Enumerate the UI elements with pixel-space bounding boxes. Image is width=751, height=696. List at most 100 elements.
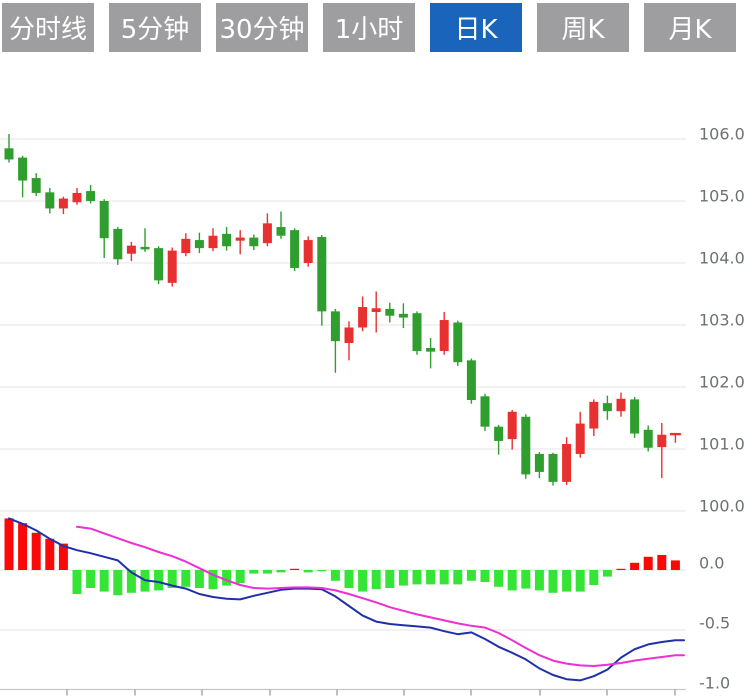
macd-histogram-bar	[330, 570, 340, 581]
candle-body	[521, 416, 531, 475]
macd-histogram-bar	[371, 570, 381, 590]
candle-body	[398, 313, 408, 318]
macd-histogram-bar	[167, 570, 177, 588]
macd-histogram-bar	[303, 570, 313, 573]
macd-histogram-bar	[562, 570, 572, 592]
macd-histogram-bar	[548, 570, 558, 593]
candle-body	[602, 403, 612, 412]
macd-histogram-bar	[575, 570, 585, 592]
macd-histogram-bar	[398, 570, 408, 586]
macd-histogram-bar	[290, 568, 300, 570]
tab-30min[interactable]: 30分钟	[216, 3, 308, 52]
macd-histogram-bar	[99, 570, 109, 592]
tab-monthly-k[interactable]: 月K	[644, 3, 736, 52]
candle-body	[154, 248, 164, 281]
macd-histogram-bar	[262, 570, 272, 574]
macd-histogram-bar	[412, 570, 422, 585]
candle-body	[534, 453, 544, 472]
price-axis-label: 104.0	[699, 249, 745, 268]
macd-histogram-bar	[439, 570, 449, 585]
candle-body	[249, 237, 259, 247]
candle-body	[290, 230, 300, 268]
macd-axis-label: -0.5	[699, 614, 730, 633]
macd-histogram-bar	[126, 570, 136, 593]
macd-histogram-bar	[657, 555, 667, 570]
tab-daily-k[interactable]: 日K	[430, 3, 522, 52]
candle-body	[412, 313, 422, 352]
candle-body	[358, 307, 368, 328]
candle-body	[72, 192, 82, 203]
tab-weekly-k[interactable]: 周K	[537, 3, 629, 52]
macd-histogram-bar	[249, 570, 259, 574]
candle-body	[181, 238, 191, 254]
macd-histogram-bar	[643, 556, 653, 570]
macd-histogram-bar	[589, 570, 599, 585]
candle-body	[439, 320, 449, 352]
candle-body	[140, 246, 150, 250]
candle-body	[317, 236, 327, 312]
candle-body	[167, 250, 177, 283]
candle-body	[371, 308, 381, 312]
price-axis-label: 105.0	[699, 187, 745, 206]
dea-line	[76, 525, 685, 667]
candle-body	[562, 444, 572, 482]
macd-histogram-bar	[507, 570, 517, 591]
candle-body	[86, 191, 96, 201]
macd-histogram-bar	[276, 570, 286, 573]
period-tab-bar: 分时线 5分钟 30分钟 1小时 日K 周K 月K	[2, 3, 736, 52]
candle-body	[194, 240, 204, 249]
candle-body	[548, 453, 558, 482]
macd-histogram-bar	[235, 570, 245, 584]
macd-histogram-bar	[194, 570, 204, 588]
macd-histogram-bar	[426, 570, 436, 585]
macd-histogram-bar	[453, 570, 463, 585]
candle-body	[262, 223, 272, 244]
candle-body	[235, 237, 245, 241]
macd-histogram-bar	[466, 570, 476, 581]
candle-body	[480, 396, 490, 427]
macd-histogram-bar	[222, 570, 232, 586]
candle-body	[276, 227, 286, 236]
macd-histogram-bar	[616, 568, 626, 570]
macd-histogram-bar	[154, 570, 164, 591]
macd-histogram-bar	[86, 570, 96, 588]
candle-body	[222, 233, 232, 247]
macd-histogram-bar	[521, 570, 531, 589]
macd-histogram-bar	[670, 560, 680, 570]
macd-histogram-bar	[602, 570, 612, 577]
candle-body	[99, 201, 109, 239]
candle-body	[385, 308, 395, 316]
price-axis-label: 100.0	[699, 497, 745, 516]
candle-body	[18, 157, 28, 181]
macd-axis-label: 0.0	[699, 554, 724, 573]
candle-body	[31, 178, 41, 193]
candle-body	[494, 426, 504, 441]
macd-histogram-bar	[113, 570, 123, 596]
candle-body	[45, 192, 55, 209]
price-axis-label: 102.0	[699, 373, 745, 392]
price-axis-label: 101.0	[699, 435, 745, 454]
price-axis-label: 103.0	[699, 311, 745, 330]
macd-histogram-bar	[31, 532, 41, 570]
macd-histogram-bar	[630, 562, 640, 570]
candle-body	[344, 327, 354, 343]
macd-histogram-bar	[385, 570, 395, 588]
candle-body	[453, 322, 463, 363]
macd-histogram-bar	[534, 570, 544, 591]
tab-1hour[interactable]: 1小时	[323, 3, 415, 52]
tab-time-line[interactable]: 分时线	[2, 3, 94, 52]
candle-body	[113, 228, 123, 260]
candle-body	[630, 399, 640, 434]
macd-histogram-bar	[208, 570, 218, 590]
dif-line	[8, 517, 685, 682]
candle-body	[657, 434, 667, 448]
tab-5min[interactable]: 5分钟	[109, 3, 201, 52]
candle-body	[4, 148, 14, 160]
macd-axis-label: -1.0	[699, 674, 730, 693]
candle-body	[466, 360, 476, 401]
candle-body	[330, 311, 340, 342]
candle-body	[507, 411, 517, 440]
macd-histogram-bar	[181, 570, 191, 587]
macd-histogram-bar	[358, 570, 368, 592]
